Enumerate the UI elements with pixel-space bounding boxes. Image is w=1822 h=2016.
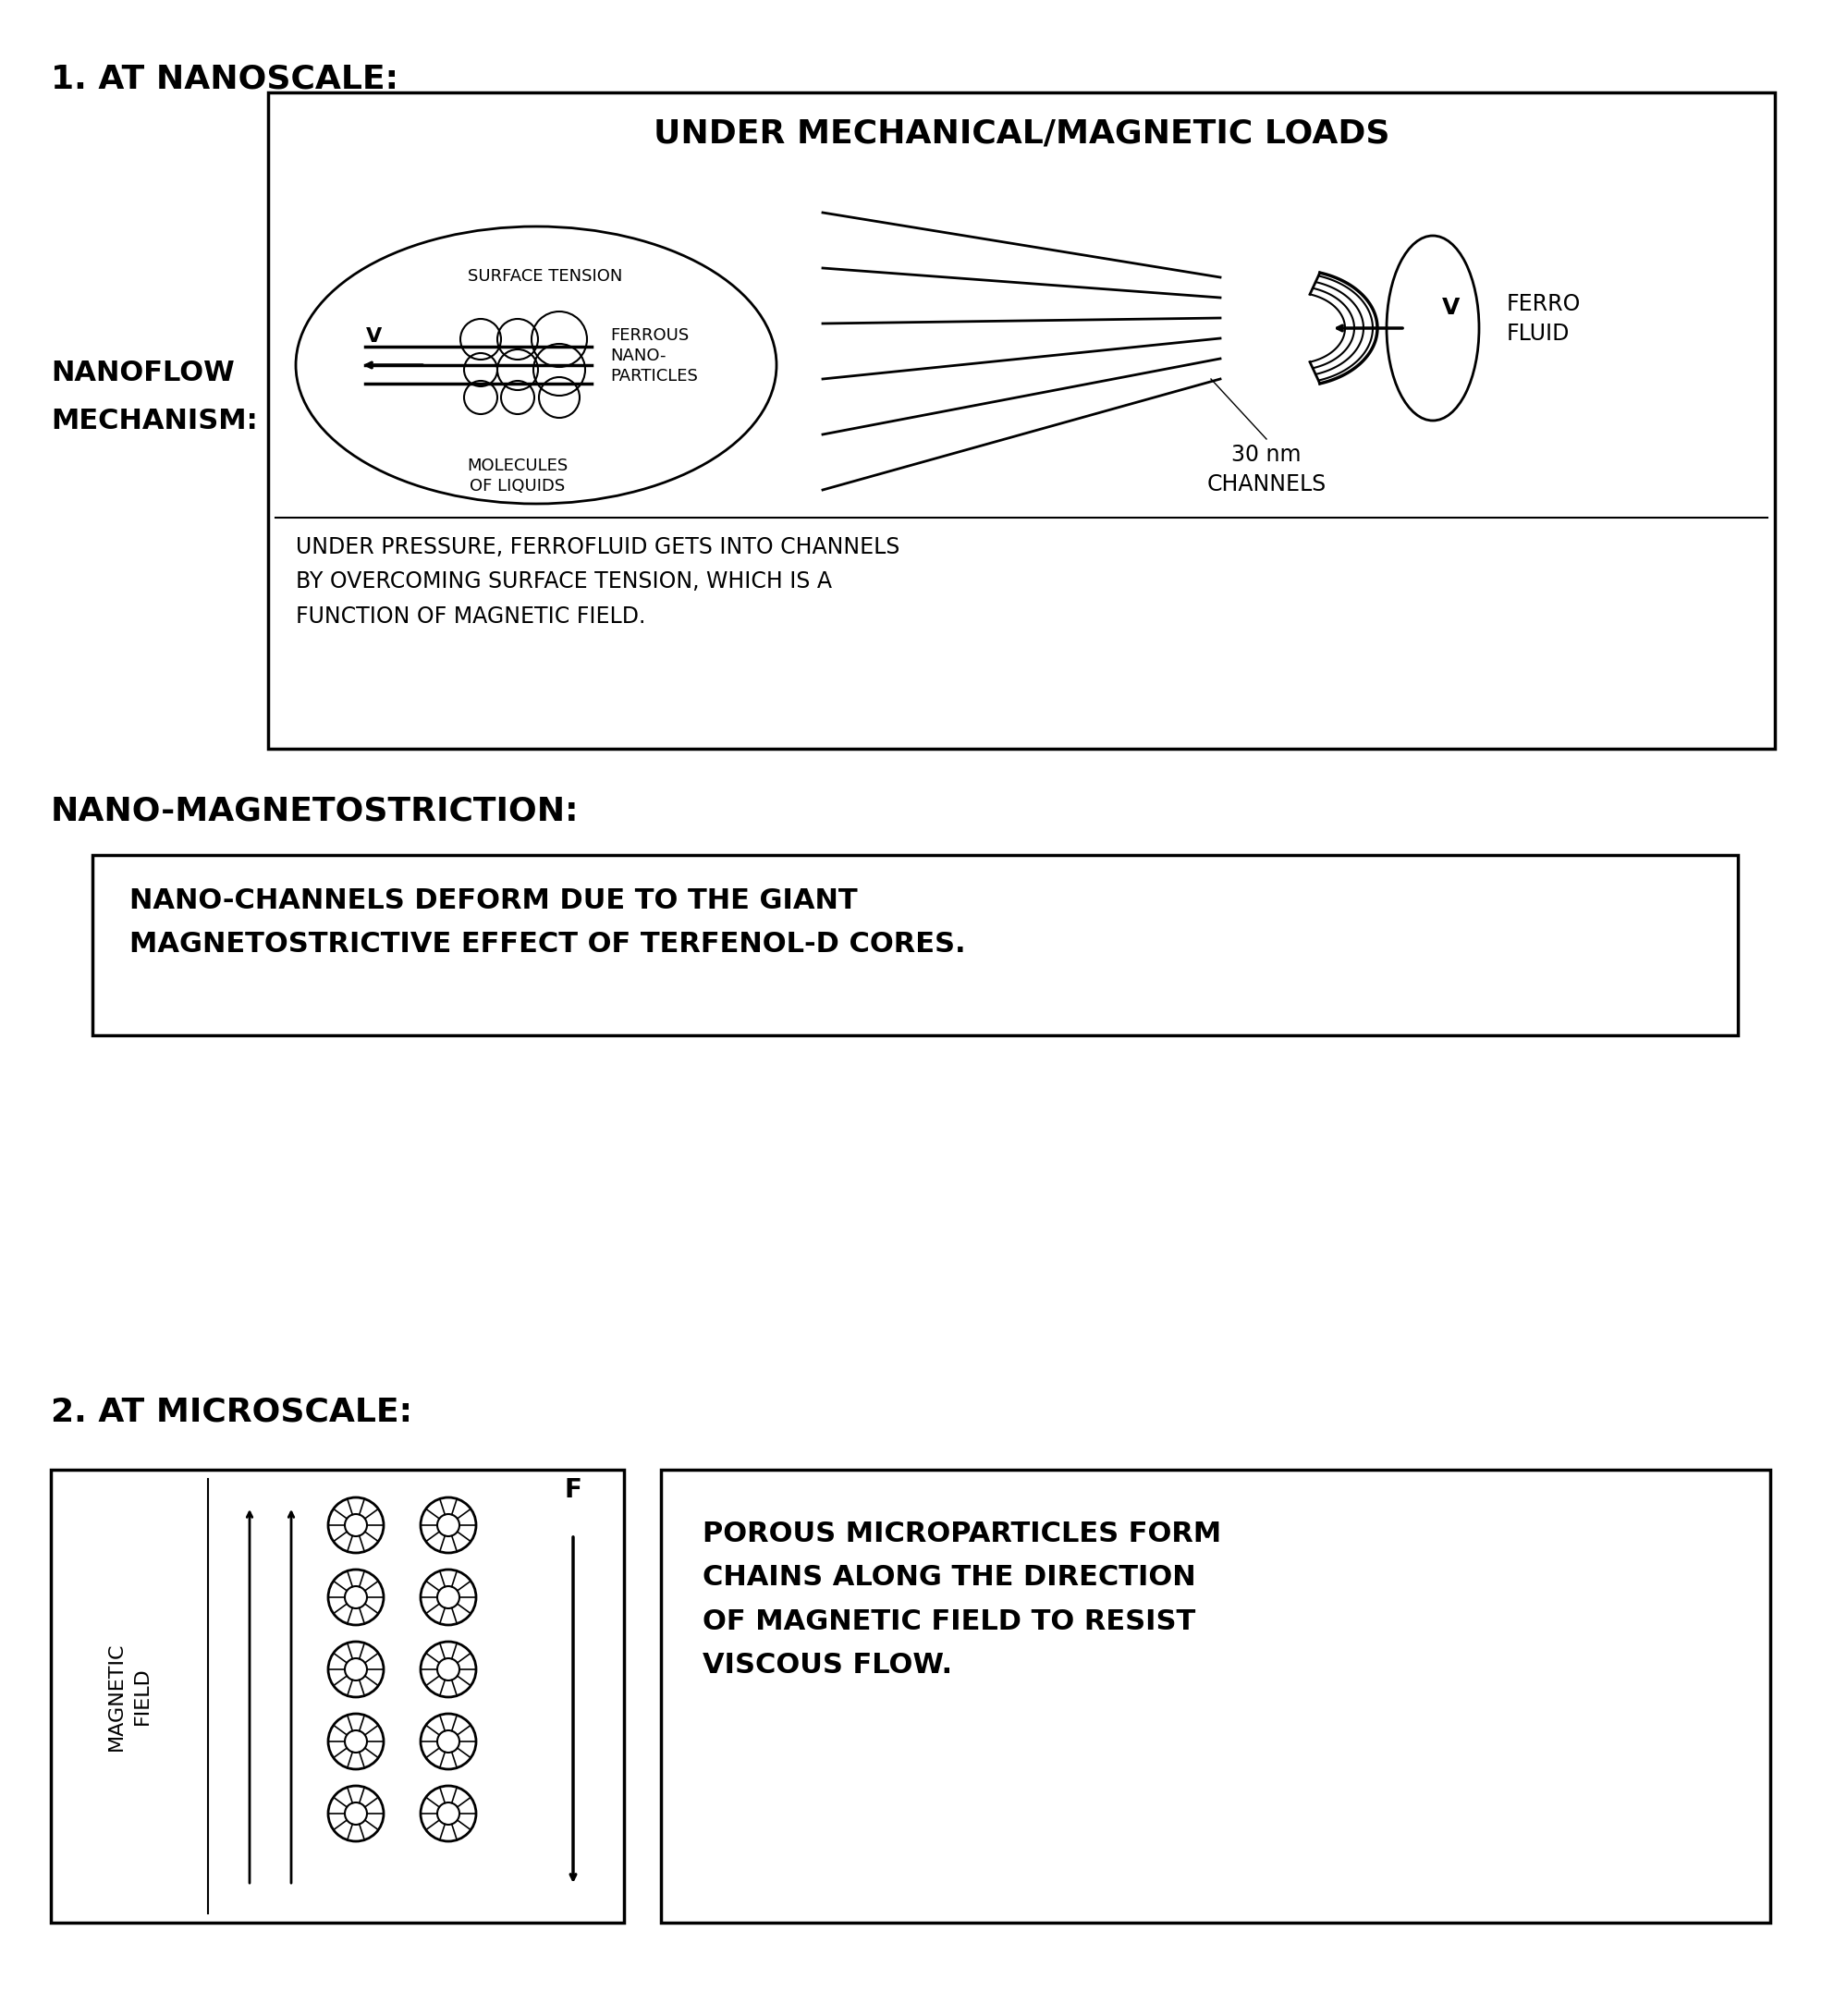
Text: SURFACE TENSION: SURFACE TENSION: [468, 268, 623, 284]
Text: MOLECULES
OF LIQUIDS: MOLECULES OF LIQUIDS: [466, 458, 568, 494]
Bar: [268, 93, 1775, 748]
Text: V: V: [366, 327, 383, 345]
Text: FERROUS
NANO-
PARTICLES: FERROUS NANO- PARTICLES: [610, 327, 698, 385]
Text: V: V: [1441, 296, 1459, 319]
Text: FERRO
FLUID: FERRO FLUID: [1507, 292, 1581, 345]
Text: NANO-CHANNELS DEFORM DUE TO THE GIANT
MAGNETOSTRICTIVE EFFECT OF TERFENOL-D CORE: NANO-CHANNELS DEFORM DUE TO THE GIANT MA…: [129, 887, 966, 958]
Text: F: F: [565, 1478, 581, 1504]
Text: 1. AT NANOSCALE:: 1. AT NANOSCALE:: [51, 62, 399, 95]
Text: POROUS MICROPARTICLES FORM
CHAINS ALONG THE DIRECTION
OF MAGNETIC FIELD TO RESIS: POROUS MICROPARTICLES FORM CHAINS ALONG …: [703, 1520, 1221, 1679]
Bar: [51, 1470, 623, 1923]
Text: UNDER PRESSURE, FERROFLUID GETS INTO CHANNELS
BY OVERCOMING SURFACE TENSION, WHI: UNDER PRESSURE, FERROFLUID GETS INTO CHA…: [295, 536, 900, 627]
Text: NANOFLOW
MECHANISM:: NANOFLOW MECHANISM:: [51, 361, 257, 435]
Text: NANO-MAGNETOSTRICTION:: NANO-MAGNETOSTRICTION:: [51, 794, 579, 827]
Text: 2. AT MICROSCALE:: 2. AT MICROSCALE:: [51, 1395, 412, 1427]
Text: UNDER MECHANICAL/MAGNETIC LOADS: UNDER MECHANICAL/MAGNETIC LOADS: [654, 119, 1390, 149]
Ellipse shape: [295, 226, 776, 504]
Text: MAGNETIC
FIELD: MAGNETIC FIELD: [107, 1641, 151, 1750]
Text: 30 nm
CHANNELS: 30 nm CHANNELS: [1206, 444, 1326, 496]
Bar: [661, 1470, 1771, 1923]
Bar: [93, 855, 1738, 1036]
Ellipse shape: [1387, 236, 1479, 421]
